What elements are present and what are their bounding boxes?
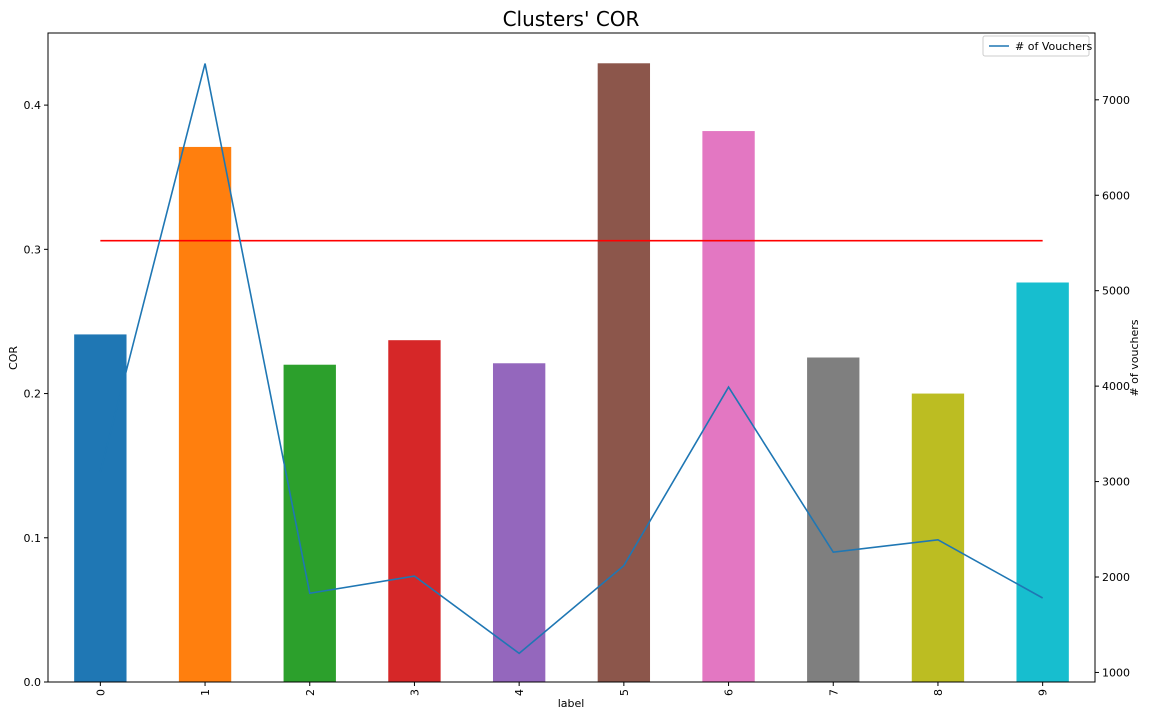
- y-tick-label: 0.1: [24, 532, 42, 545]
- y2-tick-label: 1000: [1102, 666, 1130, 679]
- y2-tick-label: 6000: [1102, 189, 1130, 202]
- bar-1: [178, 146, 232, 682]
- y-axis-title: COR: [7, 346, 20, 370]
- y2-tick-label: 2000: [1102, 571, 1130, 584]
- bar-4: [492, 363, 546, 682]
- plot-frame: [47, 32, 1096, 683]
- x-axis-title: label: [558, 697, 585, 710]
- chart-title: Clusters' COR: [503, 7, 640, 31]
- bar-6: [702, 131, 755, 682]
- x-tick-label: 6: [723, 689, 736, 696]
- bar-9: [1016, 282, 1069, 682]
- x-tick-label: 1: [199, 689, 212, 696]
- x-tick-label: 2: [304, 689, 317, 696]
- x-tick-label: 9: [1037, 689, 1050, 696]
- x-tick-label: 4: [513, 689, 526, 696]
- y-tick-label: 0.0: [24, 676, 42, 689]
- x-tick-label: 8: [932, 689, 945, 696]
- y2-tick-label: 7000: [1102, 94, 1130, 107]
- y-tick-label: 0.2: [24, 388, 42, 401]
- plot-area: 0.0 0.1 0.2 0.3 0.4 1000 2000 3000 4000 5000 6000 7…: [24, 32, 1130, 696]
- x-tick-label: 7: [827, 689, 840, 696]
- x-tick-label: 0: [94, 689, 107, 696]
- y2-tick-label: 5000: [1102, 285, 1130, 298]
- y-tick-label: 0.3: [24, 243, 42, 256]
- y2-tick-label: 4000: [1102, 380, 1130, 393]
- legend-box: [982, 35, 1090, 57]
- x-tick-label: 3: [408, 689, 421, 696]
- bar-7: [807, 357, 860, 682]
- vouchers-line: [99, 63, 1044, 655]
- bar-8: [911, 393, 965, 682]
- y2-tick-label: 3000: [1102, 476, 1130, 489]
- legend-label: # of Vouchers: [1015, 40, 1092, 53]
- bar-5: [597, 63, 651, 683]
- y2-axis-title: # of vouchers: [1128, 319, 1141, 396]
- bar-2: [283, 364, 336, 682]
- bar-3: [388, 340, 441, 682]
- x-tick-label: 5: [618, 689, 631, 696]
- y-tick-label: 0.4: [24, 99, 42, 112]
- bar-0: [74, 334, 127, 682]
